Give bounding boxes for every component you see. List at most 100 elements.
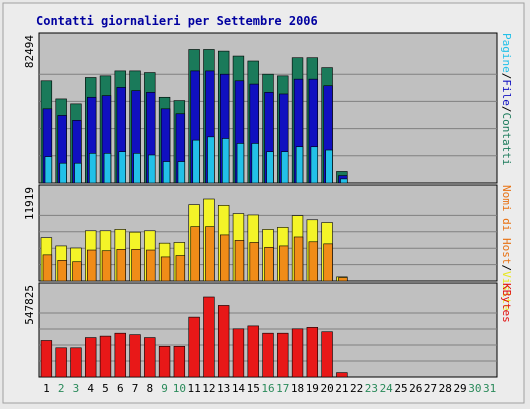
bar-kbytes-day-8 bbox=[144, 337, 156, 378]
x-tick-label-22: 22 bbox=[350, 382, 363, 395]
x-axis-labels: 1 2 3 4 5 6 7 8 9 10 11 12 13 14 15 16 17 18 19 20 21 22 23 24 2… bbox=[43, 382, 496, 395]
bar-nomi-di-host-day-11 bbox=[190, 226, 200, 282]
bar-pagine-day-12 bbox=[207, 136, 215, 184]
bar-kbytes-day-14 bbox=[232, 328, 245, 378]
bar-pagine-day-5 bbox=[103, 153, 112, 184]
bar-pagine-day-18 bbox=[295, 146, 304, 184]
bar-kbytes-day-12 bbox=[203, 296, 215, 378]
x-tick-label-11: 11 bbox=[188, 382, 201, 395]
bar-nomi-di-host-day-5 bbox=[101, 250, 112, 282]
x-tick-label-3: 3 bbox=[73, 382, 80, 395]
x-tick-label-7: 7 bbox=[132, 382, 139, 395]
bar-pagine-day-20 bbox=[325, 149, 333, 184]
legend-part: Contatti bbox=[500, 113, 513, 166]
y-max-label: 82494 bbox=[23, 35, 36, 68]
x-tick-label-23: 23 bbox=[365, 382, 378, 395]
bar-nomi-di-host-day-7 bbox=[131, 249, 141, 282]
x-tick-label-5: 5 bbox=[102, 382, 109, 395]
x-tick-label-8: 8 bbox=[146, 382, 153, 395]
bar-kbytes-day-19 bbox=[306, 327, 319, 378]
bar-kbytes-day-13 bbox=[217, 305, 230, 378]
x-tick-label-24: 24 bbox=[380, 382, 394, 395]
bar-pagine-day-15 bbox=[251, 143, 259, 184]
bar-nomi-di-host-day-12 bbox=[205, 226, 215, 282]
x-tick-label-29: 29 bbox=[453, 382, 466, 395]
panel-visite: 11919 Nomi di Host/Visite bbox=[23, 184, 513, 311]
legend-part: Pagine bbox=[500, 33, 513, 73]
bar-nomi-di-host-day-13 bbox=[219, 234, 230, 282]
bar-pagine-day-19 bbox=[310, 146, 319, 184]
x-tick-label-28: 28 bbox=[439, 382, 452, 395]
x-tick-label-27: 27 bbox=[424, 382, 437, 395]
x-tick-label-16: 16 bbox=[261, 382, 274, 395]
y-max-label: 11919 bbox=[23, 187, 36, 220]
x-tick-label-26: 26 bbox=[409, 382, 422, 395]
bar-kbytes-day-9 bbox=[158, 346, 171, 378]
legend-part: / bbox=[500, 73, 513, 80]
bar-nomi-di-host-day-8 bbox=[146, 249, 156, 282]
x-tick-label-18: 18 bbox=[291, 382, 304, 395]
bar-pagine-day-14 bbox=[236, 143, 245, 184]
bar-nomi-di-host-day-16 bbox=[264, 246, 274, 282]
legend-part: Nomi di Host bbox=[500, 185, 513, 264]
x-tick-label-10: 10 bbox=[173, 382, 186, 395]
x-tick-label-20: 20 bbox=[320, 382, 333, 395]
series-legend-label: KBytes bbox=[500, 283, 513, 323]
series-legend-label: Nomi di Host/Visite bbox=[500, 185, 513, 311]
bar-nomi-di-host-day-9 bbox=[160, 256, 171, 282]
x-tick-label-9: 9 bbox=[161, 382, 168, 395]
legend-part: Visite bbox=[500, 271, 513, 311]
x-tick-label-30: 30 bbox=[468, 382, 481, 395]
bar-pagine-day-6 bbox=[118, 151, 126, 184]
bar-kbytes-day-7 bbox=[129, 334, 141, 378]
legend-part: / bbox=[500, 264, 513, 271]
bar-nomi-di-host-day-19 bbox=[308, 241, 319, 282]
bar-nomi-di-host-day-1 bbox=[42, 254, 53, 282]
bar-nomi-di-host-day-18 bbox=[293, 236, 304, 282]
series-legend-label: Pagine/File/Contatti bbox=[500, 33, 513, 165]
x-tick-label-4: 4 bbox=[87, 382, 94, 395]
x-tick-label-31: 31 bbox=[483, 382, 496, 395]
bar-pagine-day-11 bbox=[192, 139, 200, 184]
bar-nomi-di-host-day-15 bbox=[249, 242, 259, 282]
bar-nomi-di-host-day-2 bbox=[57, 260, 67, 282]
panel-contatti: 82494 Pagine/File/Contatti bbox=[23, 32, 513, 184]
legend-part: KBytes bbox=[500, 283, 513, 323]
bar-nomi-di-host-day-10 bbox=[175, 255, 186, 282]
x-tick-label-6: 6 bbox=[117, 382, 124, 395]
bar-kbytes-day-6 bbox=[114, 332, 126, 378]
bar-nomi-di-host-day-3 bbox=[72, 261, 82, 282]
bar-pagine-day-2 bbox=[59, 162, 67, 184]
bar-pagine-day-13 bbox=[221, 138, 230, 184]
bar-pagine-day-10 bbox=[177, 161, 186, 184]
bar-pagine-day-7 bbox=[133, 153, 141, 184]
bar-nomi-di-host-day-6 bbox=[116, 249, 126, 282]
chart-title: Contatti giornalieri per Settembre 2006 bbox=[36, 14, 318, 28]
bar-kbytes-day-15 bbox=[247, 325, 259, 378]
bar-pagine-day-9 bbox=[162, 161, 171, 184]
bar-nomi-di-host-day-17 bbox=[279, 245, 289, 282]
bar-kbytes-day-21 bbox=[336, 372, 348, 378]
bar-kbytes-day-1 bbox=[40, 340, 53, 378]
legend-part: File bbox=[500, 79, 513, 106]
bar-nomi-di-host-day-20 bbox=[323, 243, 333, 282]
x-tick-label-17: 17 bbox=[276, 382, 289, 395]
x-tick-label-19: 19 bbox=[306, 382, 319, 395]
bar-pagine-day-17 bbox=[281, 151, 289, 184]
x-tick-label-13: 13 bbox=[217, 382, 230, 395]
bar-nomi-di-host-day-21 bbox=[338, 277, 348, 282]
bar-kbytes-day-4 bbox=[85, 337, 97, 378]
bar-kbytes-day-17 bbox=[277, 332, 289, 378]
bar-pagine-day-16 bbox=[266, 151, 274, 184]
x-tick-label-25: 25 bbox=[394, 382, 407, 395]
x-tick-label-1: 1 bbox=[43, 382, 50, 395]
bar-kbytes-day-5 bbox=[99, 335, 112, 378]
x-tick-label-2: 2 bbox=[58, 382, 65, 395]
legend-part: / bbox=[500, 106, 513, 113]
bar-pagine-day-4 bbox=[89, 153, 97, 184]
bar-kbytes-day-20 bbox=[321, 331, 333, 378]
bar-pagine-day-8 bbox=[148, 154, 156, 184]
x-tick-label-21: 21 bbox=[335, 382, 348, 395]
bar-pagine-day-1 bbox=[44, 156, 53, 184]
